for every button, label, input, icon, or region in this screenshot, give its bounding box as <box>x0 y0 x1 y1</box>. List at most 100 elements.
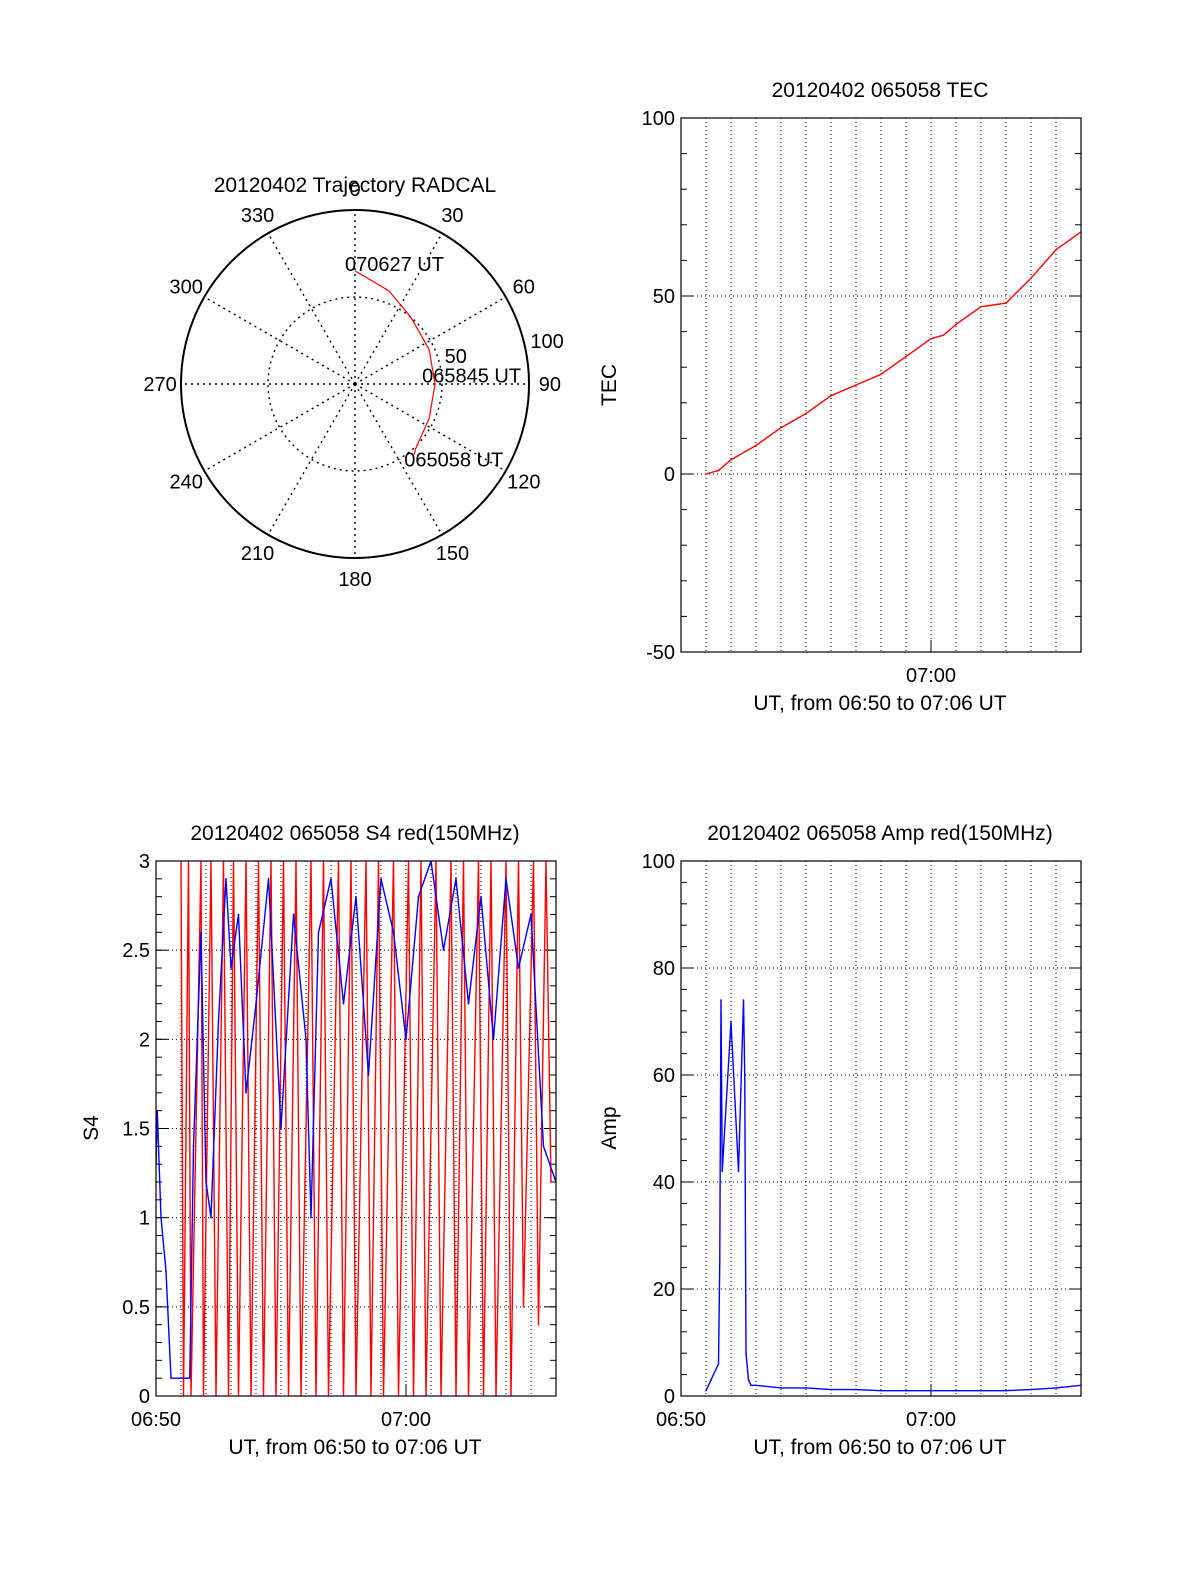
polar-spoke-300 <box>203 296 356 385</box>
data-point <box>717 1363 720 1365</box>
data-point <box>480 895 482 898</box>
plot-frame <box>680 117 1082 653</box>
azimuth-label: 240 <box>170 471 203 493</box>
data-point <box>417 895 420 898</box>
azimuth-label: 90 <box>539 374 561 396</box>
x-tick-label: 07:00 <box>906 665 956 687</box>
data-point <box>392 931 395 934</box>
data-point <box>267 878 270 880</box>
data-point <box>710 1379 712 1381</box>
data-point <box>550 1181 552 1183</box>
data-point <box>1005 302 1007 304</box>
radius-label: 50 <box>445 346 467 368</box>
data-point <box>280 1127 282 1130</box>
data-point <box>380 878 382 880</box>
data-point <box>730 1020 732 1023</box>
data-point <box>980 1389 982 1392</box>
data-point <box>720 999 722 1001</box>
y-tick-label: 2.5 <box>122 940 150 962</box>
data-point <box>705 1389 707 1392</box>
y-tick-label: 100 <box>642 851 675 873</box>
polar-spoke-120 <box>354 383 507 472</box>
data-point <box>1030 277 1032 280</box>
tec-ylabel: TEC <box>598 364 621 406</box>
data-point <box>955 323 957 326</box>
data-point <box>880 1389 882 1392</box>
y-tick-label: 1 <box>139 1208 150 1230</box>
data-point <box>930 1389 932 1392</box>
data-point <box>905 1389 907 1392</box>
data-point <box>455 878 457 880</box>
data-point <box>742 999 745 1001</box>
s4-chart: 20120402 065058 S4 red(150MHz) UT, from … <box>80 822 557 1459</box>
s4-title: 20120402 065058 S4 red(150MHz) <box>190 822 519 845</box>
data-point <box>492 1038 495 1041</box>
azimuth-label: 150 <box>436 543 469 565</box>
data-point <box>718 1261 721 1264</box>
polar-spoke-330 <box>267 232 356 385</box>
azimuth-label: 30 <box>441 205 463 227</box>
data-point <box>342 1002 345 1005</box>
plot-frame <box>680 860 1082 1397</box>
series-line <box>180 861 552 1396</box>
data-point <box>743 1074 746 1076</box>
tec-xlabel: UT, from 06:50 to 07:06 UT <box>753 692 1006 715</box>
series-line <box>705 231 1081 475</box>
azimuth-label: 180 <box>338 569 371 591</box>
series-line <box>705 999 1081 1392</box>
data-point <box>705 473 707 475</box>
y-tick-label: 50 <box>653 286 675 308</box>
polar-ring-50 <box>267 296 443 472</box>
s4-xlabel: UT, from 06:50 to 07:06 UT <box>228 1436 481 1459</box>
data-point <box>745 1352 747 1354</box>
polar-labels: 0 30 60 90 120 150 180 210 240 270 300 330 50 100 0706… <box>143 179 563 591</box>
azimuth-label: 120 <box>507 471 540 493</box>
data-point <box>721 1170 724 1173</box>
azimuth-label: 300 <box>170 277 203 299</box>
data-point <box>317 931 320 934</box>
data-point <box>715 1368 717 1371</box>
trajectory-title: 20120402 Trajectory RADCAL <box>214 174 497 197</box>
polar-spoke-150 <box>354 383 443 536</box>
polar-series <box>354 270 436 455</box>
data-point <box>200 931 202 934</box>
amp-plot-area: 0 20 40 60 80 100 06:50 07:00 <box>642 851 1082 1431</box>
data-point <box>367 1074 370 1076</box>
trajectory-time-label: 070627 UT <box>345 254 444 276</box>
azimuth-label: 330 <box>241 205 274 227</box>
y-tick-label: 100 <box>642 108 675 130</box>
series-line <box>156 861 556 1379</box>
s4-ylabel: S4 <box>80 1115 103 1141</box>
data-point <box>1055 1387 1057 1389</box>
amp-title: 20120402 065058 Amp red(150MHz) <box>707 822 1053 845</box>
data-point <box>217 1020 220 1023</box>
x-tick-label: 07:00 <box>381 1409 431 1431</box>
y-tick-label: 2 <box>139 1029 150 1051</box>
data-point <box>855 1388 857 1391</box>
data-point <box>185 1377 187 1379</box>
data-point <box>405 1038 407 1041</box>
data-point <box>1030 1388 1032 1391</box>
s4-plot-area: 0 0.5 1 1.5 2 2.5 3 06:50 07:00 <box>122 851 557 1431</box>
amp-xlabel: UT, from 06:50 to 07:06 UT <box>753 1436 1006 1459</box>
y-tick-label: 1.5 <box>122 1119 150 1141</box>
y-tick-label: 60 <box>653 1065 675 1087</box>
polar-grid <box>180 209 530 559</box>
data-point <box>442 949 445 951</box>
data-point <box>750 1384 752 1387</box>
y-tick-label: 20 <box>653 1279 675 1301</box>
data-point <box>505 878 507 880</box>
data-point <box>305 1038 307 1041</box>
data-point <box>237 913 240 916</box>
data-point <box>717 469 720 472</box>
y-tick-label: 0 <box>664 1386 675 1408</box>
x-tick-label: 07:00 <box>906 1409 956 1431</box>
y-tick-label: 80 <box>653 958 675 980</box>
trajectory-time-label: 065058 UT <box>404 450 503 472</box>
trajectory-polar-chart: 20120402 Trajectory RADCAL 0 30 60 90 120 150… <box>143 174 563 591</box>
data-point <box>755 444 757 447</box>
data-point <box>880 373 882 376</box>
data-point <box>537 1323 540 1326</box>
data-point <box>805 412 807 415</box>
data-point <box>156 1109 159 1112</box>
